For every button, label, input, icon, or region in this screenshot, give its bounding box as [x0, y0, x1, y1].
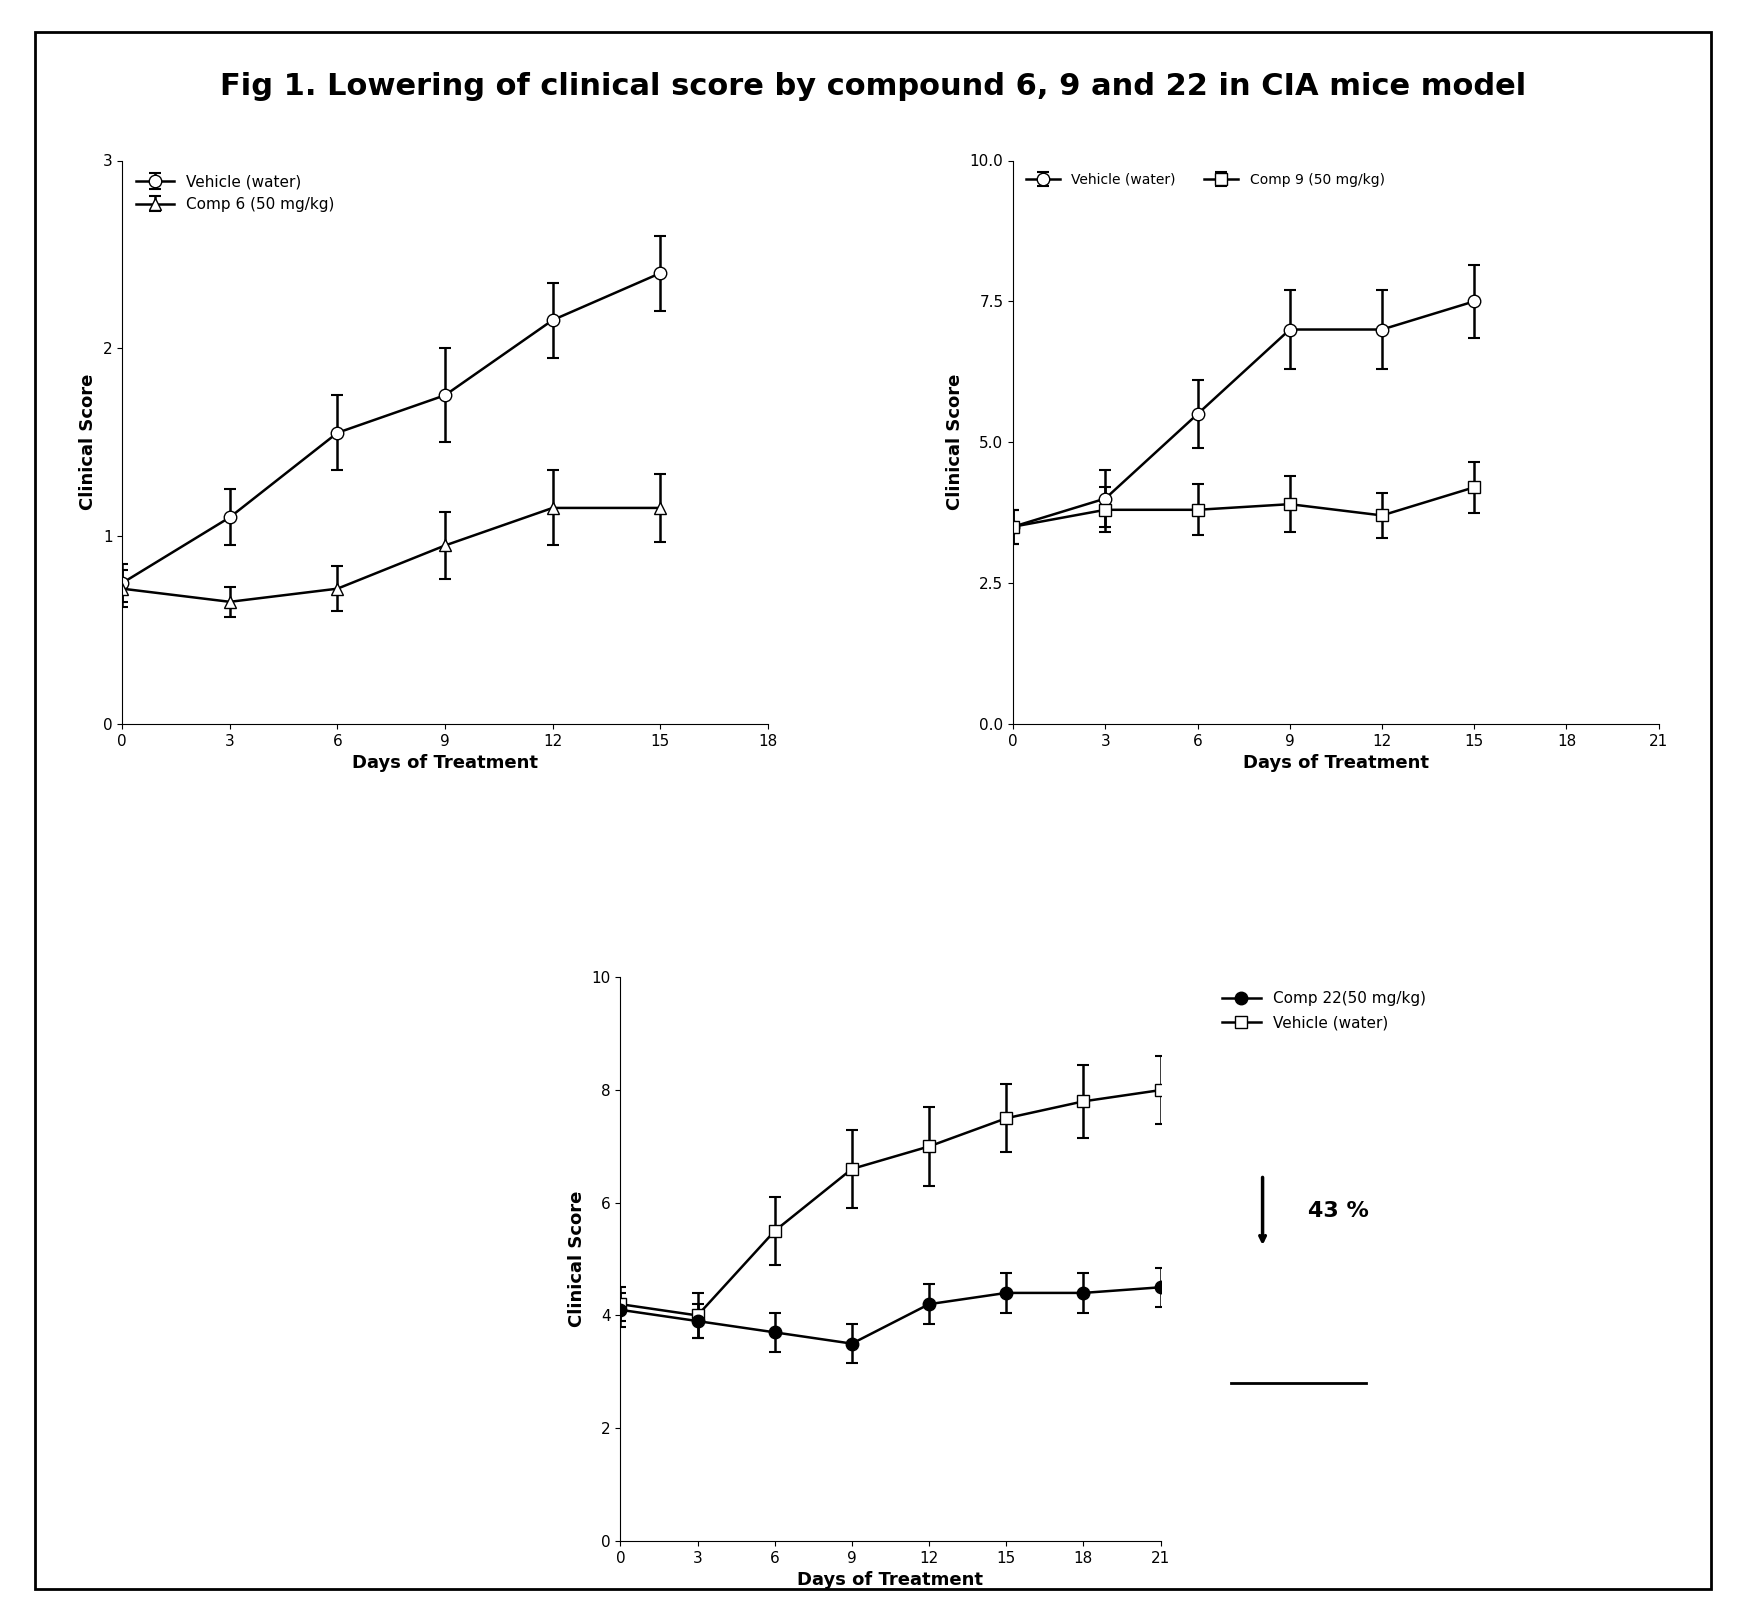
Text: 43 %: 43 % — [1308, 1201, 1369, 1221]
Y-axis label: Clinical Score: Clinical Score — [79, 374, 98, 510]
Legend: Vehicle (water), Comp 6 (50 mg/kg): Vehicle (water), Comp 6 (50 mg/kg) — [129, 169, 340, 218]
Text: Fig 1. Lowering of clinical score by compound 6, 9 and 22 in CIA mice model: Fig 1. Lowering of clinical score by com… — [220, 72, 1526, 101]
Y-axis label: Clinical Score: Clinical Score — [946, 374, 964, 510]
X-axis label: Days of Treatment: Days of Treatment — [798, 1571, 983, 1589]
Y-axis label: Clinical Score: Clinical Score — [567, 1191, 587, 1327]
X-axis label: Days of Treatment: Days of Treatment — [1243, 754, 1428, 772]
X-axis label: Days of Treatment: Days of Treatment — [353, 754, 538, 772]
Legend: Comp 22(50 mg/kg), Vehicle (water): Comp 22(50 mg/kg), Vehicle (water) — [1217, 985, 1432, 1037]
Legend: Vehicle (water), Comp 9 (50 mg/kg): Vehicle (water), Comp 9 (50 mg/kg) — [1020, 167, 1390, 193]
